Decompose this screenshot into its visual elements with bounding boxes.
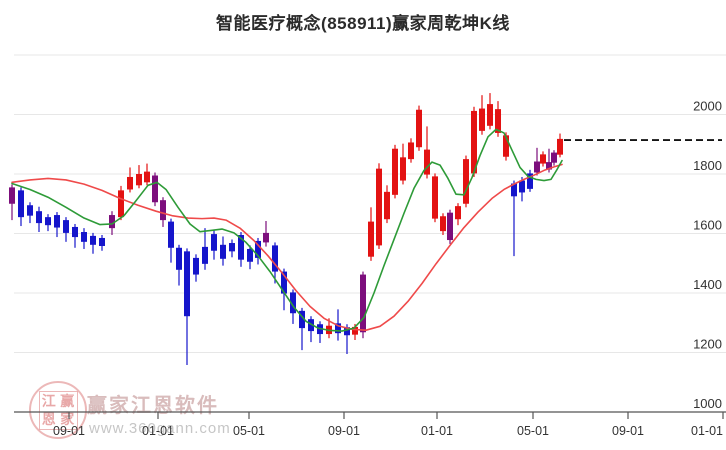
candle-body [471, 110, 477, 174]
candle-body [479, 108, 485, 131]
candle-body [519, 180, 525, 193]
candle-body [511, 183, 517, 197]
candle-body [90, 235, 96, 245]
candle-body [136, 174, 142, 186]
candle-body [368, 221, 374, 257]
x-axis-label: 09-01 [53, 424, 85, 438]
candle-body [290, 292, 296, 314]
candle-body [503, 135, 509, 157]
candle-body [144, 171, 150, 183]
candle-body [557, 138, 563, 155]
candle-body [432, 176, 438, 219]
x-axis-label: 05-01 [233, 424, 265, 438]
candle-body [176, 247, 182, 270]
candle-body [127, 176, 133, 190]
ma-fast-line [11, 128, 563, 332]
y-axis-label: 1000 [693, 396, 722, 411]
candle-body [255, 240, 261, 258]
candle-body [335, 323, 341, 334]
y-axis-label: 1200 [693, 337, 722, 352]
candle-body [440, 216, 446, 232]
candle-body [202, 246, 208, 264]
candle-body [211, 234, 217, 251]
watermark-url-text: www.360gann.com [89, 420, 231, 437]
candle-body [416, 109, 422, 148]
candle-body [193, 257, 199, 275]
y-axis-label: 2000 [693, 99, 722, 114]
x-axis-label: 09-01 [612, 424, 644, 438]
watermark-seal-characters: 江 赢 恩 家 [38, 390, 78, 430]
candle-body [495, 109, 501, 133]
candle-body [487, 104, 493, 126]
candle-body [18, 190, 24, 218]
ma-slow-line [11, 163, 563, 331]
candle-body [376, 168, 382, 246]
candle-body [424, 149, 430, 175]
candle-body [118, 190, 124, 218]
candle-body [160, 200, 166, 221]
candle-body [308, 319, 314, 332]
seal-char: 赢 [60, 392, 75, 409]
y-axis-label: 1800 [693, 158, 722, 173]
candle-body [247, 248, 253, 262]
candle-body [540, 154, 546, 164]
y-axis-label: 1400 [693, 277, 722, 292]
candle-body [63, 220, 69, 233]
candle-body [384, 191, 390, 220]
candle-body [54, 215, 60, 228]
candle-body [408, 142, 414, 160]
seal-char: 江 [41, 392, 56, 409]
candle-body [81, 232, 87, 242]
seal-char: 恩 [41, 411, 56, 428]
candle-body [344, 327, 350, 336]
candle-body [229, 243, 235, 252]
candle-body [27, 205, 33, 216]
candle-body [299, 310, 305, 329]
candle-body [281, 271, 287, 294]
candle-body [463, 159, 469, 204]
candle-body [36, 211, 42, 224]
candle-body [352, 326, 358, 335]
x-axis-label: 01-01 [142, 424, 174, 438]
candle-body [360, 274, 366, 333]
candle-body [272, 245, 278, 272]
seal-char: 家 [60, 411, 75, 428]
candle-body [534, 161, 540, 173]
candle-body [99, 237, 105, 246]
candle-body [546, 162, 552, 170]
watermark-seal-logo: 江 赢 恩 家 [29, 381, 87, 439]
candle-body [447, 212, 453, 241]
chart-title: 智能医疗概念(858911)赢家周乾坤K线 [216, 14, 510, 33]
candle-body [9, 187, 15, 204]
candle-body [392, 148, 398, 195]
x-axis-label: 01-01 [691, 424, 723, 438]
candle-body [551, 152, 557, 163]
candle-body [527, 173, 533, 189]
x-axis-label: 09-01 [328, 424, 360, 438]
candle-body [109, 215, 115, 229]
x-axis-label: 05-01 [517, 424, 549, 438]
candle-body [455, 206, 461, 220]
candle-body [220, 244, 226, 259]
candle-body [72, 226, 78, 238]
candle-body [168, 221, 174, 248]
candle-body [400, 157, 406, 181]
x-axis-label: 01-01 [421, 424, 453, 438]
candle-body [263, 232, 269, 243]
candle-body [152, 175, 158, 203]
candle-body [238, 234, 244, 260]
candle-body [45, 217, 51, 226]
y-axis-label: 1600 [693, 218, 722, 233]
candle-body [184, 251, 190, 317]
